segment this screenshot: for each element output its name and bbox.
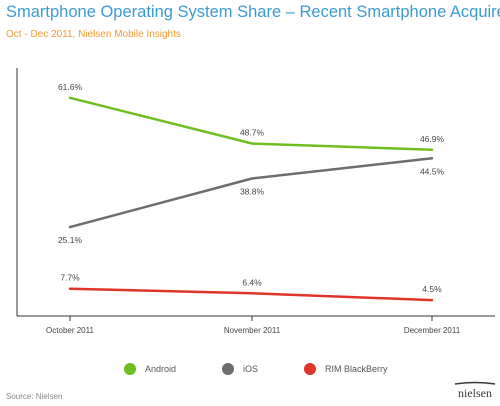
data-label: 6.4% bbox=[242, 277, 262, 287]
data-label: 38.8% bbox=[240, 187, 265, 197]
data-label: 25.1% bbox=[58, 235, 83, 245]
nielsen-logo: nielsen bbox=[454, 381, 496, 400]
data-label: 4.5% bbox=[422, 284, 442, 294]
x-tick-label: November 2011 bbox=[224, 326, 281, 335]
data-label: 46.9% bbox=[420, 134, 445, 144]
data-label: 61.6% bbox=[58, 82, 83, 92]
source-note: Source: Nielsen bbox=[6, 392, 63, 401]
legend-label-rim-blackberry: RIM BlackBerry bbox=[325, 364, 388, 374]
legend-label-android: Android bbox=[145, 364, 177, 374]
x-tick-label: October 2011 bbox=[46, 326, 94, 335]
series-line-rim-blackberry bbox=[68, 287, 434, 302]
legend: Android iOS RIM BlackBerry bbox=[0, 363, 500, 379]
series-line-android bbox=[68, 96, 434, 152]
chart-subtitle: Oct - Dec 2011, Nielsen Mobile Insights bbox=[6, 29, 181, 40]
data-label: 7.7% bbox=[60, 273, 80, 283]
legend-label-ios: iOS bbox=[243, 364, 259, 374]
legend-swatch-ios bbox=[222, 363, 234, 375]
legend-swatch-rim-blackberry bbox=[304, 363, 316, 375]
series-line-ios bbox=[68, 157, 434, 229]
legend-swatch-android bbox=[124, 363, 136, 375]
legend-item-ios: iOS bbox=[222, 363, 258, 375]
x-tick-label: December 2011 bbox=[404, 326, 461, 335]
chart-title: Smartphone Operating System Share – Rece… bbox=[6, 3, 500, 21]
data-label: 44.5% bbox=[420, 166, 445, 176]
data-label: 48.7% bbox=[240, 128, 265, 138]
legend-item-rim-blackberry: RIM BlackBerry bbox=[304, 363, 388, 375]
line-chart: October 2011 November 2011 December 2011 6… bbox=[16, 68, 495, 335]
legend-item-android: Android bbox=[124, 363, 176, 375]
svg-text:nielsen: nielsen bbox=[458, 386, 492, 400]
